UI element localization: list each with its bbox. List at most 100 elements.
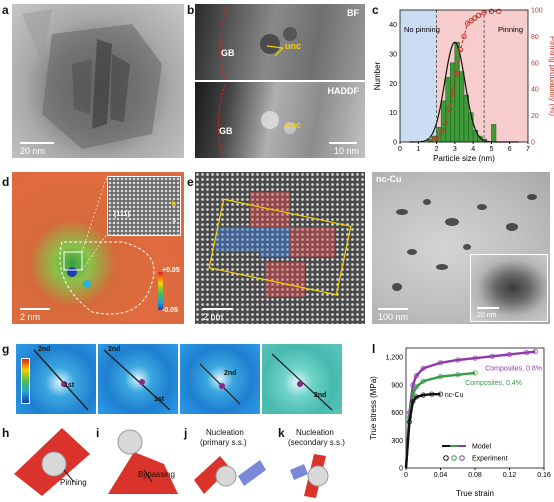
panel-f-inset: 20 nm xyxy=(470,254,548,322)
experiment-point xyxy=(420,365,426,371)
experiment-point xyxy=(455,372,461,378)
panel-b-bf-image: BF GB unc xyxy=(195,4,365,80)
y-axis-label: True stress (MPa) xyxy=(369,376,378,440)
y-tick-label: 600 xyxy=(391,410,403,417)
x-tick-label: 7 xyxy=(526,146,530,153)
panel-j-label: j xyxy=(184,426,188,440)
model-line xyxy=(404,350,536,469)
g-tag-5: 2nd xyxy=(224,370,237,377)
y2-tick-label: 20 xyxy=(531,113,539,120)
x-tick-label: 2 xyxy=(435,146,439,153)
experiment-point xyxy=(455,357,461,363)
x-tick-label: 1 xyxy=(416,146,420,153)
g-tag-1: 2nd xyxy=(38,346,51,353)
scalebar-f-inset xyxy=(477,307,499,309)
x-tick-label: 0.16 xyxy=(537,472,551,479)
legend-experiment-swatch xyxy=(459,455,465,461)
panel-e-lattice-image: 2 nm xyxy=(195,172,365,324)
panel-k-label: k xyxy=(278,426,285,440)
histogram-bar xyxy=(450,62,456,143)
legend-experiment-label: Experiment xyxy=(472,456,507,463)
scalebar-a xyxy=(20,142,54,144)
x-tick-label: 0.12 xyxy=(503,472,517,479)
y2-axis-label: Pinning probability (%) xyxy=(548,36,554,116)
legend-experiment-swatch xyxy=(451,455,457,461)
no-pinning-region xyxy=(400,10,437,142)
b-label: b xyxy=(171,201,176,208)
g-tag-6: 2nd xyxy=(314,392,327,399)
g-tag-4: 1st xyxy=(154,396,165,403)
x-axis-label: True strain xyxy=(456,489,494,498)
model-line xyxy=(404,371,476,469)
y-tick-label: 1,200 xyxy=(385,355,403,362)
panel-h-schematic xyxy=(14,428,90,496)
scalebar-b xyxy=(329,142,357,144)
j-label-1: Nucleation xyxy=(206,428,244,437)
pinning-point xyxy=(439,128,445,135)
y-tick-label: 10 xyxy=(389,110,397,117)
y2-tick-label: 40 xyxy=(531,87,539,94)
experiment-point xyxy=(410,391,416,397)
series-label: Composites, 0.4% xyxy=(465,380,522,387)
panel-d-label: d xyxy=(2,175,10,189)
x-tick-label: 0 xyxy=(398,146,402,153)
x-tick-label: 0 xyxy=(404,472,408,479)
legend-experiment-swatch xyxy=(443,455,449,461)
pinning-point xyxy=(475,12,482,18)
k-label-2: (secondary s.s.) xyxy=(288,438,345,447)
x-tick-label: 6 xyxy=(508,146,512,153)
panel-a-label: a xyxy=(2,3,9,17)
h-pinning-label: Pinning xyxy=(60,478,87,487)
pinning-point xyxy=(472,15,478,21)
panel-c-label: c xyxy=(372,3,379,17)
experiment-point xyxy=(420,378,426,384)
y-tick-label: 20 xyxy=(389,81,397,88)
i-bypassing-label: Bypassing xyxy=(138,470,175,479)
model-line xyxy=(404,392,441,469)
x-tick-label: 5 xyxy=(489,146,493,153)
panel-b-haadf-image: HADDF GB unc 10 nm xyxy=(195,82,365,158)
panel-d-inset: (111) b s xyxy=(107,176,181,236)
zoom-box xyxy=(63,251,83,271)
panel-k-schematic xyxy=(290,454,329,498)
experiment-point xyxy=(472,370,478,376)
panel-b-label: b xyxy=(187,3,195,17)
experiment-point xyxy=(437,391,444,397)
pinning-point xyxy=(496,8,502,15)
scalebar-d xyxy=(20,308,50,310)
experiment-point xyxy=(410,398,416,405)
x-tick-label: 3 xyxy=(453,146,457,153)
experiment-point xyxy=(489,353,495,359)
panel-l-label: l xyxy=(372,342,376,356)
panel-a-image: 20 nm xyxy=(12,4,184,158)
scalebar-f xyxy=(378,308,408,310)
experiment-point xyxy=(406,419,413,425)
s-label: s xyxy=(172,217,176,224)
y2-tick-label: 60 xyxy=(531,60,539,67)
haadf-label: HADDF xyxy=(327,86,360,96)
histogram-bar xyxy=(459,71,465,143)
pinning-point xyxy=(457,46,464,53)
pinning-point xyxy=(443,120,449,127)
unc-label-bf: unc xyxy=(285,41,302,51)
panel-f-ncCu-image: nc-Cu 20 nm 100 nm xyxy=(372,172,550,324)
pinning-point xyxy=(468,17,475,24)
grain-texture xyxy=(22,9,162,149)
stress-strain-chart: Composites, 0.8% Composites, 0.4%nc-Cu 0 0.… xyxy=(369,347,551,498)
experiment-point xyxy=(413,373,419,379)
y2-tick-label: 80 xyxy=(531,34,539,41)
experiment-point xyxy=(532,349,539,355)
unc-label-haadf: unc xyxy=(285,120,302,130)
legend-model-label: Model xyxy=(472,444,492,451)
panel-g-frame-4: 2nd xyxy=(262,344,342,414)
y-axis-label: Number xyxy=(373,61,382,90)
experiment-point xyxy=(437,360,444,366)
panel-e-label: e xyxy=(187,175,194,189)
pinning-point xyxy=(464,20,471,26)
pinning-point xyxy=(453,70,460,77)
pinning-curve xyxy=(430,10,499,140)
colorbar-min: -0.05 xyxy=(162,307,178,314)
x-tick-label: 0.08 xyxy=(468,472,482,479)
colorbar-max: +0.05 xyxy=(162,267,180,274)
j-label-2: (primary s.s.) xyxy=(200,438,247,447)
